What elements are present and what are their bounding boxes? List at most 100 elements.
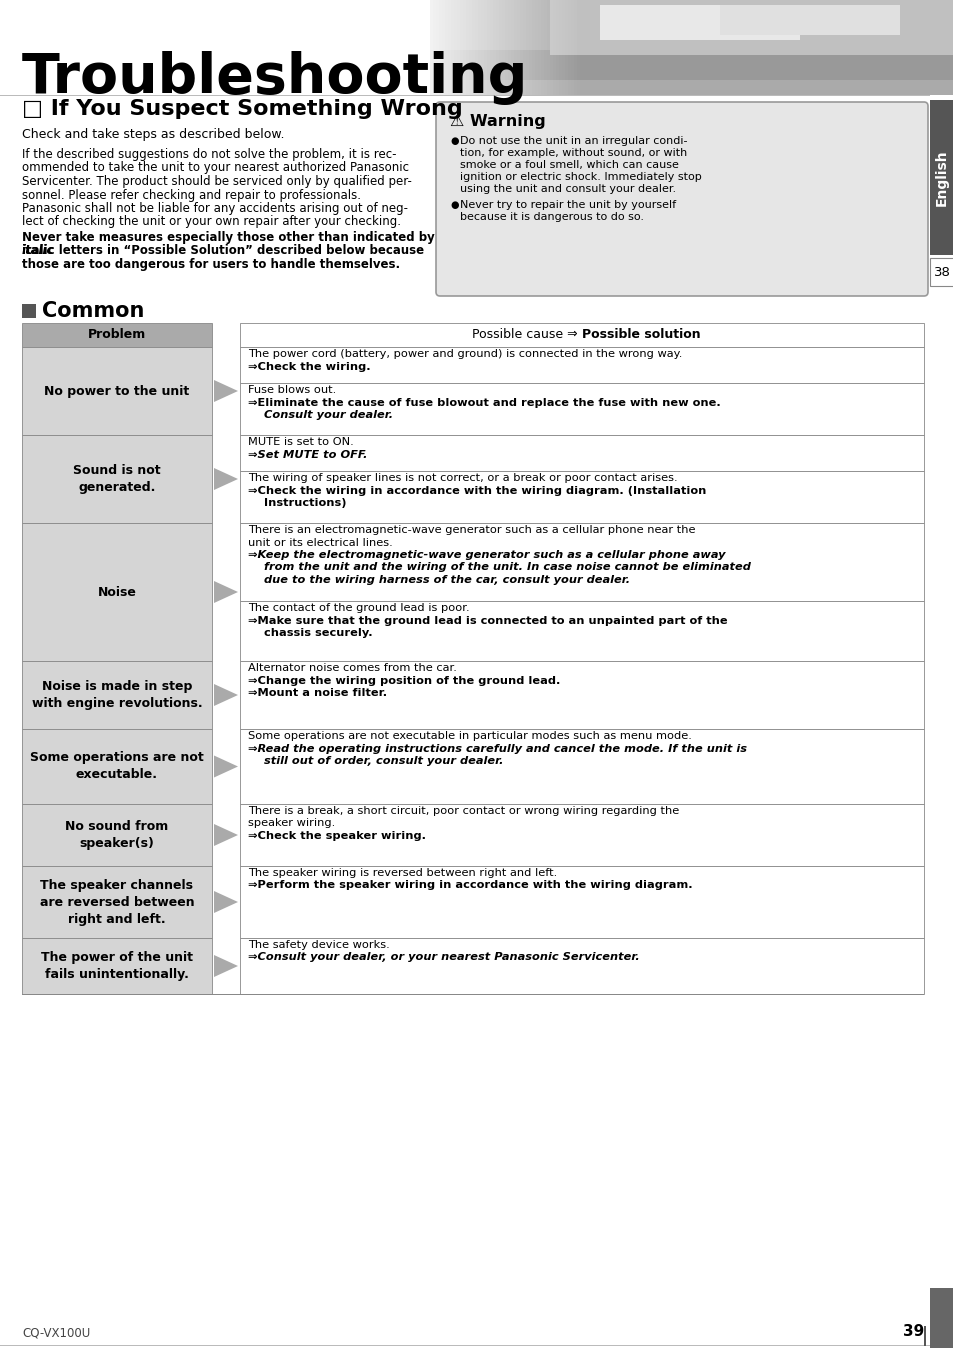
Bar [240,729,923,803]
Text: ⇒Check the wiring.: ⇒Check the wiring. [248,361,370,372]
Bar [22,661,212,729]
Text: Common: Common [42,301,144,321]
Bar [477,0,480,94]
Bar [433,0,436,94]
Bar [720,5,899,35]
Text: ⚠ Warning: ⚠ Warning [450,115,545,129]
Text: ignition or electric shock. Immediately stop: ignition or electric shock. Immediately … [459,173,701,182]
Text: Check and take steps as described below.: Check and take steps as described below. [22,128,284,142]
Bar [577,0,579,94]
Bar [519,0,522,94]
Bar [240,865,923,938]
Bar [501,0,504,94]
Bar [483,0,486,94]
Bar [923,1326,925,1347]
Text: Never try to repair the unit by yourself: Never try to repair the unit by yourself [459,200,676,210]
Bar [546,0,550,94]
Text: Never take measures especially those other than indicated by: Never take measures especially those oth… [22,231,435,244]
Bar [441,0,444,94]
Bar [456,0,459,94]
Bar [529,0,532,94]
Text: ●: ● [450,200,458,210]
Text: still out of order, consult your dealer.: still out of order, consult your dealer. [248,756,503,766]
Polygon shape [213,581,237,603]
Bar [540,0,543,94]
Text: ⇒Perform the speaker wiring in accordance with the wiring diagram.: ⇒Perform the speaker wiring in accordanc… [248,880,692,891]
Bar [574,0,577,94]
Text: tion, for example, without sound, or with: tion, for example, without sound, or wit… [459,148,686,158]
Bar [472,0,475,94]
Text: those are too dangerous for users to handle themselves.: those are too dangerous for users to han… [22,257,399,271]
Bar [514,0,517,94]
Text: The speaker wiring is reversed between right and left.: The speaker wiring is reversed between r… [248,868,557,878]
Text: smoke or a foul smell, which can cause: smoke or a foul smell, which can cause [459,160,679,170]
Text: The power of the unit
fails unintentionally.: The power of the unit fails unintentiona… [41,950,193,981]
Bar [22,803,212,865]
Bar [507,0,511,94]
Bar [550,0,553,94]
Text: italic letters in “Possible Solution” described below because: italic letters in “Possible Solution” de… [22,244,424,257]
Bar [480,0,483,94]
Bar [459,0,462,94]
Text: ommended to take the unit to your nearest authorized Panasonic: ommended to take the unit to your neares… [22,162,409,174]
Bar [511,0,514,94]
Bar [240,435,923,470]
Bar [535,0,537,94]
Polygon shape [213,683,237,706]
Bar [240,661,923,729]
Bar [22,435,212,523]
Text: CQ-VX100U: CQ-VX100U [22,1326,91,1339]
Text: Instructions): Instructions) [248,497,346,508]
Bar [561,0,564,94]
Bar [537,0,540,94]
Text: English: English [934,150,948,206]
Text: Problem: Problem [88,329,146,341]
Polygon shape [213,755,237,778]
Bar [498,0,501,94]
Bar [525,0,529,94]
Bar [493,0,496,94]
Text: 38: 38 [933,266,949,279]
Bar [22,305,36,318]
Bar [462,0,465,94]
Text: sonnel. Please refer checking and repair to professionals.: sonnel. Please refer checking and repair… [22,189,360,201]
Text: from the unit and the wiring of the unit. In case noise cannot be eliminated: from the unit and the wiring of the unit… [248,562,750,573]
Text: using the unit and consult your dealer.: using the unit and consult your dealer. [459,183,676,194]
Text: speaker wiring.: speaker wiring. [248,818,335,829]
Text: ⇒Consult your dealer, or your nearest Panasonic Servicenter.: ⇒Consult your dealer, or your nearest Pa… [248,953,639,962]
Bar [550,0,953,55]
Text: ⇒Keep the electromagnetic-wave generator such as a cellular phone away: ⇒Keep the electromagnetic-wave generator… [248,550,724,559]
Bar [454,0,456,94]
Bar [438,0,441,94]
Bar [543,0,546,94]
Text: due to the wiring harness of the car, consult your dealer.: due to the wiring harness of the car, co… [248,576,630,585]
Bar [22,346,212,435]
Bar [599,5,800,40]
Text: The contact of the ground lead is poor.: The contact of the ground lead is poor. [248,603,469,613]
Text: There is a break, a short circuit, poor contact or wrong wiring regarding the: There is a break, a short circuit, poor … [248,806,679,816]
Bar [517,0,519,94]
Text: If the described suggestions do not solve the problem, it is rec-: If the described suggestions do not solv… [22,148,396,160]
Bar [240,803,923,865]
Text: ⇒Eliminate the cause of fuse blowout and replace the fuse with new one.: ⇒Eliminate the cause of fuse blowout and… [248,398,720,407]
Text: Noise is made in step
with engine revolutions.: Noise is made in step with engine revolu… [31,679,202,710]
Text: Some operations are not
executable.: Some operations are not executable. [30,751,204,782]
Bar [240,470,923,523]
Bar [929,100,953,255]
Polygon shape [213,954,237,977]
Text: Alternator noise comes from the car.: Alternator noise comes from the car. [248,663,456,673]
Text: ⇒Check the wiring in accordance with the wiring diagram. (Installation: ⇒Check the wiring in accordance with the… [248,485,705,496]
Polygon shape [213,824,237,847]
Polygon shape [213,380,237,402]
Bar [486,0,490,94]
Bar [465,0,469,94]
Bar [532,0,535,94]
Text: No power to the unit: No power to the unit [45,384,190,398]
Bar [436,0,438,94]
Bar [556,0,558,94]
Text: ⇒Set MUTE to OFF.: ⇒Set MUTE to OFF. [248,449,367,460]
Bar [522,0,525,94]
Bar [564,0,567,94]
Bar [444,0,448,94]
Text: Consult your dealer.: Consult your dealer. [248,410,393,421]
